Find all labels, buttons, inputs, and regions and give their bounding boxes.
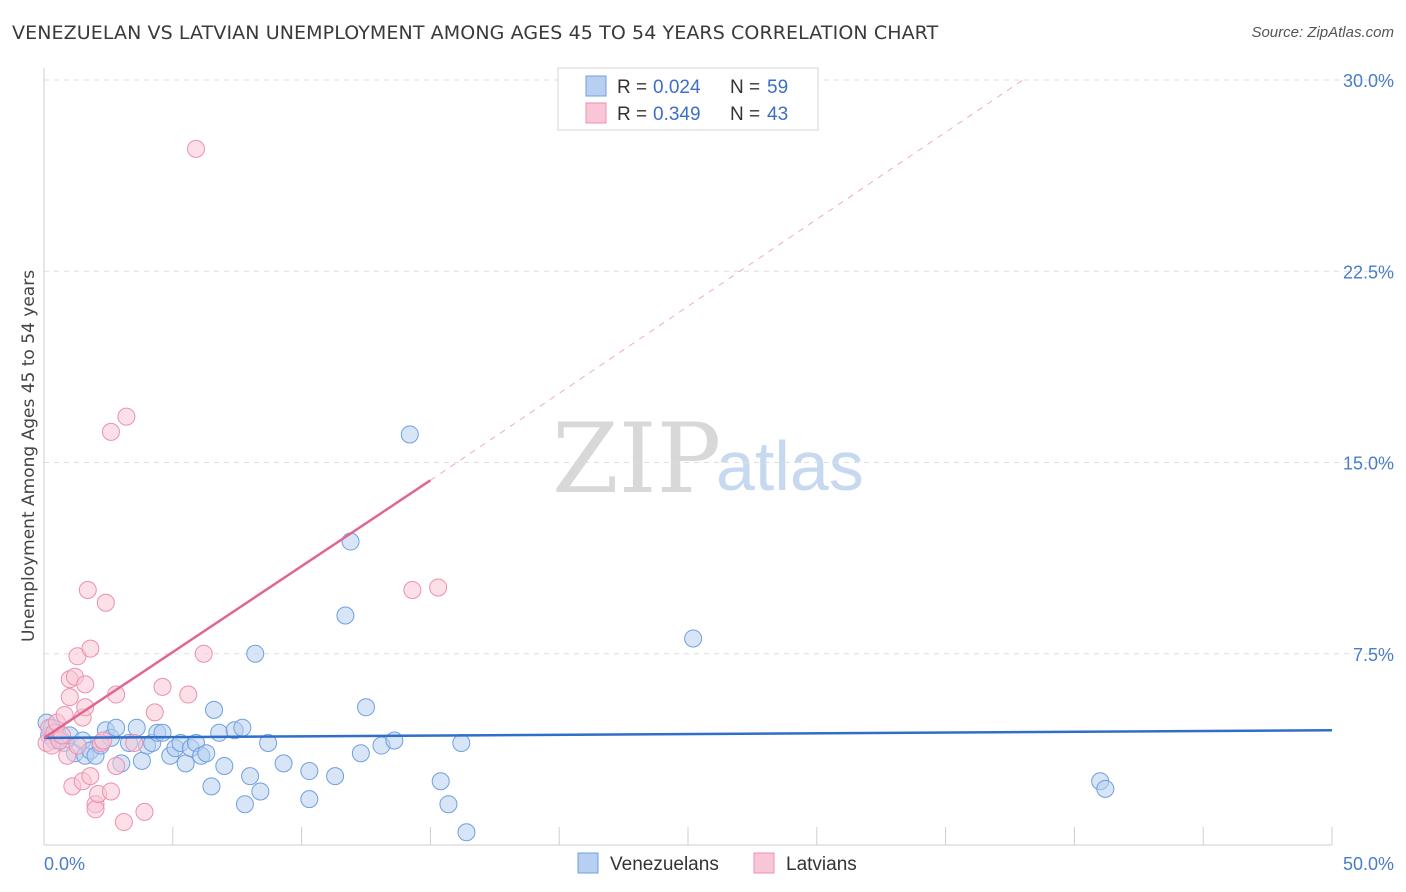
venezuelan-point-53 (385, 731, 404, 750)
latvian-point-27 (96, 593, 115, 612)
y-tick-label-0: 7.5% (1353, 645, 1394, 665)
x-tick-label-min: 0.0% (44, 854, 85, 874)
latvian-point-17 (76, 698, 95, 717)
venezuelan-point-50 (351, 744, 370, 763)
x-tick-label-max: 50.0% (1343, 854, 1394, 874)
legend-n-value-1: 59 (767, 77, 788, 98)
venezuelan-point-45 (300, 762, 319, 781)
latvian-point-33 (117, 407, 136, 426)
bottom-legend-venezuelans: Venezuelans (610, 854, 719, 875)
venezuelan-point-42 (251, 782, 270, 801)
legend-n-label-1: N = (730, 77, 760, 98)
latvian-point-38 (179, 685, 198, 704)
latvian-point-9 (60, 688, 79, 707)
venezuelan-point-56 (439, 795, 458, 814)
latvian-point-37 (153, 677, 172, 696)
legend-r-label-2: R = (617, 104, 647, 125)
bottom-legend-swatch-latvians (753, 852, 775, 874)
latvian-point-36 (145, 703, 164, 722)
venezuelan-point-24 (153, 723, 172, 742)
trend-line-latvians (43, 479, 432, 739)
venezuelan-point-58 (457, 823, 476, 842)
venezuelan-point-57 (452, 734, 471, 752)
series-legend: Venezuelans Latvians (577, 852, 857, 875)
venezuelan-point-39 (235, 795, 254, 814)
latvian-point-18 (76, 675, 95, 694)
latvian-point-41 (403, 581, 422, 599)
watermark-zip: ZIP (552, 403, 721, 515)
trend-lines (43, 79, 1333, 740)
venezuelan-point-19 (127, 718, 146, 737)
latvian-point-40 (194, 644, 213, 663)
watermark-atlas: atlas (716, 427, 864, 505)
venezuelan-point-44 (274, 754, 293, 773)
gridlines (44, 79, 1394, 655)
latvian-point-28 (101, 422, 120, 441)
y-tick-labels: 7.5% 15.0% 22.5% 30.0% (1343, 71, 1394, 665)
trend-line-venezuelans (43, 729, 1333, 740)
chart-title: VENEZUELAN VS LATVIAN UNEMPLOYMENT AMONG… (12, 22, 939, 44)
venezuelan-point-16 (107, 718, 126, 737)
venezuelan-point-40 (241, 767, 260, 786)
legend-r-label-1: R = (617, 77, 647, 98)
correlation-legend: R = 0.024 N = 59 R = 0.349 N = 43 (557, 67, 819, 131)
venezuelan-point-54 (400, 425, 419, 444)
latvian-point-19 (78, 581, 97, 599)
venezuelan-point-51 (357, 698, 375, 717)
latvian-point-21 (81, 639, 100, 658)
legend-n-label-2: N = (730, 104, 760, 125)
y-tick-label-2: 22.5% (1343, 262, 1394, 282)
venezuelan-point-38 (233, 718, 252, 737)
legend-r-value-1: 0.024 (653, 77, 701, 98)
legend-r-value-2: 0.349 (653, 104, 701, 125)
latvian-point-23 (86, 800, 105, 819)
latvian-point-29 (101, 782, 120, 801)
trend-line-latvians-extension (430, 79, 1024, 481)
venezuelan-point-34 (205, 700, 224, 719)
latvian-point-30 (107, 756, 126, 775)
venezuelan-point-20 (132, 751, 151, 770)
venezuelan-point-36 (215, 756, 234, 775)
y-axis-label: Unemployment Among Ages 45 to 54 years (19, 270, 39, 642)
latvian-point-35 (135, 802, 154, 821)
legend-n-value-2: 43 (767, 104, 788, 125)
venezuelan-point-46 (300, 790, 319, 809)
latvian-point-34 (125, 734, 144, 752)
venezuelan-point-48 (336, 606, 355, 625)
watermark: ZIP atlas (552, 403, 864, 515)
bottom-legend-swatch-venezuelans (577, 852, 599, 874)
y-tick-label-3: 30.0% (1343, 71, 1394, 91)
venezuelan-point-41 (246, 644, 265, 663)
latvian-point-13 (68, 736, 87, 755)
legend-swatch-latvians (585, 102, 607, 124)
bottom-legend-latvians: Latvians (786, 854, 857, 875)
latvian-point-39 (186, 139, 205, 158)
x-ticks (172, 827, 1333, 845)
venezuelan-point-28 (176, 754, 195, 773)
latvian-point-42 (429, 578, 448, 597)
venezuelan-point-43 (259, 734, 278, 752)
venezuelan-point-32 (197, 744, 216, 763)
latvian-point-32 (114, 813, 133, 832)
venezuelan-point-61 (1096, 779, 1115, 798)
source-label: Source: ZipAtlas.com (1251, 24, 1394, 41)
venezuelan-point-49 (341, 532, 360, 551)
legend-swatch-venezuelans (585, 75, 607, 97)
venezuelan-point-59 (684, 629, 703, 648)
venezuelan-point-35 (210, 723, 229, 742)
venezuelan-point-47 (326, 767, 345, 786)
latvian-point-20 (81, 767, 100, 786)
venezuelan-point-55 (431, 772, 450, 791)
venezuelan-point-33 (202, 777, 221, 796)
latvian-point-26 (94, 731, 113, 750)
y-tick-label-1: 15.0% (1343, 454, 1394, 474)
